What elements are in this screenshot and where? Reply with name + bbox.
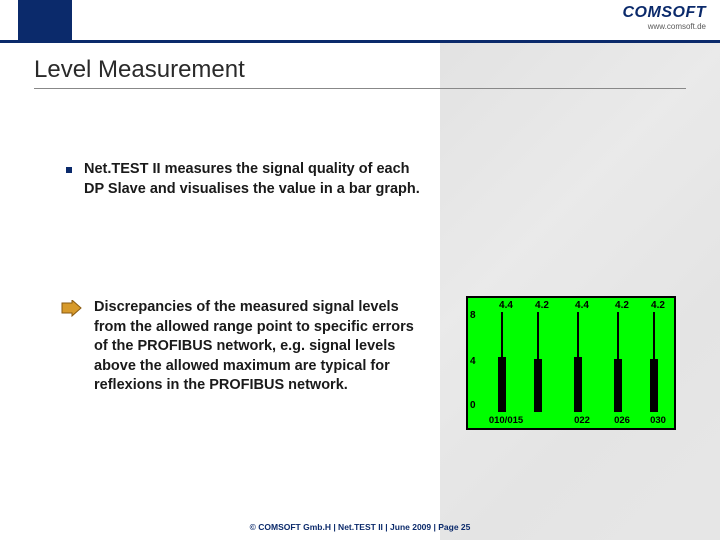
- y-tick-4: 4: [470, 356, 476, 367]
- x-label-0: 010/015: [488, 415, 524, 426]
- bar-2: [574, 357, 582, 412]
- bar-chart: 8 4 0 4.4 4.2 4.4 4.2 4.2 010/015 022 02…: [466, 296, 676, 430]
- bar-chart-inner: 8 4 0 4.4 4.2 4.4 4.2 4.2 010/015 022 02…: [468, 298, 674, 428]
- bar-value-4: 4.2: [644, 300, 672, 311]
- page-title: Level Measurement: [34, 56, 245, 84]
- header-rule: [0, 40, 720, 43]
- bullet-text: Net.TEST II measures the signal quality …: [84, 160, 426, 199]
- bar-3: [614, 359, 622, 412]
- x-label-1: 022: [564, 415, 600, 426]
- callout-item: Discrepancies of the measured signal lev…: [60, 298, 430, 396]
- bullet-marker: [66, 167, 72, 173]
- callout-text: Discrepancies of the measured signal lev…: [94, 298, 430, 396]
- arrow-icon: [60, 300, 82, 322]
- bar-value-1: 4.2: [528, 300, 556, 311]
- slide: COMSOFT www.comsoft.de Level Measurement…: [0, 0, 720, 540]
- header-bar: COMSOFT www.comsoft.de: [0, 0, 720, 40]
- x-label-3: 030: [640, 415, 676, 426]
- brand-name: COMSOFT: [623, 4, 707, 22]
- bar-value-3: 4.2: [608, 300, 636, 311]
- bar-1: [534, 359, 542, 412]
- brand-logo: COMSOFT www.comsoft.de: [623, 4, 707, 31]
- bar-value-0: 4.4: [492, 300, 520, 311]
- footer-text: © COMSOFT Gmb.H | Net.TEST II | June 200…: [0, 522, 720, 532]
- bar-4: [650, 359, 658, 412]
- bar-0: [498, 357, 506, 412]
- y-tick-8: 8: [470, 310, 476, 321]
- background-photo: [440, 0, 720, 540]
- title-underline: [34, 88, 686, 89]
- bar-value-2: 4.4: [568, 300, 596, 311]
- brand-url: www.comsoft.de: [623, 22, 707, 31]
- x-label-2: 026: [604, 415, 640, 426]
- y-tick-0: 0: [470, 400, 476, 411]
- header-blue-block: [18, 0, 72, 40]
- bullet-item: Net.TEST II measures the signal quality …: [66, 160, 426, 199]
